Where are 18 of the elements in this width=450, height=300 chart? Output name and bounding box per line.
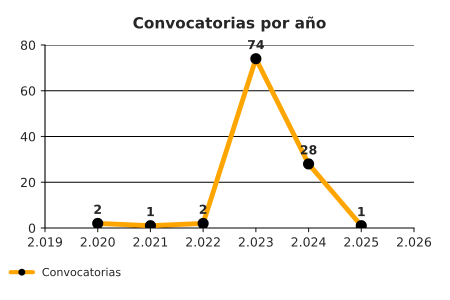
y-tick-label: 80 (20, 40, 36, 50)
chart-title: Convocatorias por año (133, 16, 326, 32)
data-label: 1 (358, 207, 365, 216)
y-tick-label: 20 (20, 178, 36, 188)
y-tick-label: 0 (28, 223, 36, 233)
y-tick-label: 60 (20, 86, 36, 96)
data-label: 2 (94, 204, 101, 214)
data-label: 1 (147, 207, 154, 216)
x-tick-label: 2.022 (186, 237, 220, 247)
x-tick-label: 2.026 (397, 237, 432, 247)
x-tick-label: 2.024 (292, 237, 326, 247)
x-tick-label: 2.025 (344, 237, 378, 247)
x-tick-label: 2.023 (238, 237, 273, 247)
x-tick-label: 2.020 (80, 237, 115, 247)
x-tick-label: 2.019 (28, 237, 62, 247)
legend-label: Convocatorias (42, 268, 121, 276)
y-tick-label: 40 (20, 132, 36, 142)
x-tick-label: 2.021 (133, 237, 168, 247)
